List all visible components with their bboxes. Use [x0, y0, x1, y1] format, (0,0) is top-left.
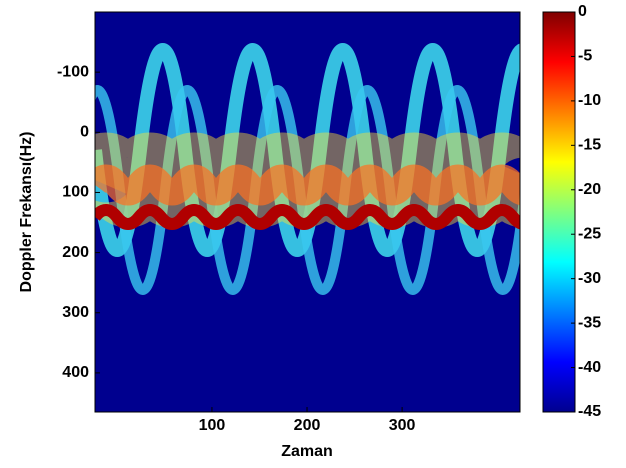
- y-tick-label: 400: [62, 364, 89, 381]
- heatmap-image: [95, 12, 520, 412]
- y-tick-label: 0: [80, 124, 89, 141]
- x-axis-label: Zaman: [281, 443, 333, 460]
- colorbar-tick-label: -5: [578, 48, 592, 65]
- colorbar-tick-label: -15: [578, 137, 601, 154]
- x-tick-label: 100: [199, 417, 226, 434]
- colorbar-tick-label: -25: [578, 225, 601, 242]
- colorbar-tick-label: -40: [578, 359, 601, 376]
- colorbar-tick-label: -35: [578, 314, 601, 331]
- colorbar-tick-label: -10: [578, 92, 601, 109]
- colorbar-tick-label: -45: [578, 403, 601, 420]
- y-tick-label: -100: [57, 63, 89, 80]
- y-tick-label: 100: [62, 184, 89, 201]
- colorbar-tick-label: -20: [578, 181, 601, 198]
- colorbar-tick-label: -30: [578, 270, 601, 287]
- colorbar: [542, 11, 576, 413]
- y-axis-label: Doppler Frekansı(Hz): [18, 132, 35, 293]
- x-tick-label: 200: [294, 417, 321, 434]
- y-tick-label: 200: [62, 244, 89, 261]
- colorbar-tick-label: 0: [578, 3, 587, 20]
- x-tick-label: 300: [389, 417, 416, 434]
- y-tick-label: 300: [62, 304, 89, 321]
